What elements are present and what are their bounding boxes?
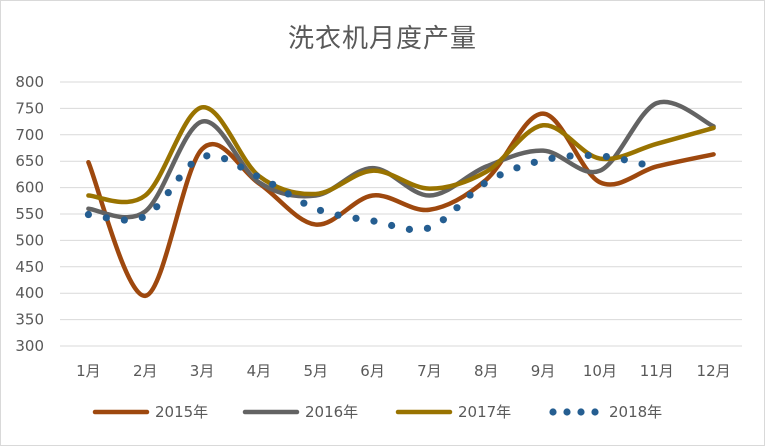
series-line-dot [602,152,611,161]
series-line-dot [566,152,574,160]
x-tick-label: 7月 [417,362,442,380]
x-tick-label: 3月 [190,362,215,380]
series-line-dot [370,217,378,225]
series-line-dot [352,214,360,222]
legend-item: 2015年 [92,403,208,421]
x-tick-label: 11月 [640,362,674,380]
y-tick-label: 350 [15,311,44,329]
x-tick-label: 10月 [583,362,617,380]
series-line-dot [138,213,146,222]
series-line-dot [513,164,521,172]
series-line-dot [480,179,488,188]
x-tick-label: 9月 [531,362,556,380]
x-tick-label: 4月 [247,362,272,380]
legend-swatch [563,408,571,416]
series-line-dot [269,180,277,188]
series-line-dot [530,158,538,166]
y-axis-ticks: 300 350 400 450 500 550 600 650 700 750 800 [15,73,44,355]
y-tick-label: 450 [15,258,44,276]
series-line-dot [187,160,195,168]
y-tick-label: 700 [15,126,44,144]
legend-item: 2018年 [549,403,662,421]
legend-item: 2017年 [395,403,511,421]
x-tick-label: 8月 [474,362,499,380]
legend-label: 2016年 [305,403,358,421]
series-line-dot [466,191,474,199]
series-2015年 [86,111,716,299]
y-tick-label: 550 [15,205,44,223]
y-tick-label: 650 [15,152,44,170]
series-line-dot [405,225,414,233]
series-line-dot [423,224,432,232]
series-line-dot [175,174,183,182]
y-tick-label: 800 [15,73,44,91]
series-line-dot [84,210,93,219]
legend-label: 2015年 [155,403,208,421]
series-line-dot [120,216,128,224]
gridlines [60,81,742,347]
series-line [86,105,716,205]
y-tick-label: 750 [15,99,44,117]
series-line-dot [102,214,110,222]
x-tick-label: 1月 [76,362,101,380]
series-line-dot [548,154,556,162]
series-line-dot [203,152,211,160]
series-lines [84,99,716,299]
legend: 2015年 2016年 2017年 2018年 [92,403,662,421]
x-tick-label: 6月 [360,362,385,380]
series-line-dot [584,151,592,160]
chart-title: 洗衣机月度产量 [287,24,477,54]
y-tick-label: 300 [15,337,44,355]
series-line-dot [334,211,342,219]
legend-label: 2018年 [609,403,662,421]
series-line-dot [300,199,308,207]
x-axis-ticks: 1月 2月 3月 4月 5月 6月 7月 8月 9月 10月 11月 12月 [76,362,730,380]
series-line [86,111,716,299]
series-line-dot [388,221,396,230]
series-line-dot [153,203,161,211]
legend-label: 2017年 [458,403,511,421]
series-line-dot [220,155,229,163]
series-line-dot [496,171,504,179]
series-line-dot [638,160,646,168]
series-line-dot [284,190,292,198]
series-2017年 [86,105,716,205]
series-line-dot [620,156,628,164]
legend-swatch [577,408,585,416]
series-line-dot [316,206,325,215]
y-tick-label: 500 [15,231,44,249]
y-tick-label: 600 [15,179,44,197]
legend-item: 2016年 [242,403,358,421]
series-line-dot [453,204,461,212]
series-line-dot [439,216,447,224]
series-line-dot [252,172,261,180]
x-tick-label: 2月 [133,362,158,380]
series-line-dot [164,189,172,197]
x-tick-label: 12月 [697,362,731,380]
legend-swatch [591,408,599,416]
series-line-dot [237,163,245,171]
legend-swatch [549,408,557,416]
y-tick-label: 400 [15,284,44,302]
x-tick-label: 5月 [303,362,328,380]
series-2018年 [84,151,646,233]
